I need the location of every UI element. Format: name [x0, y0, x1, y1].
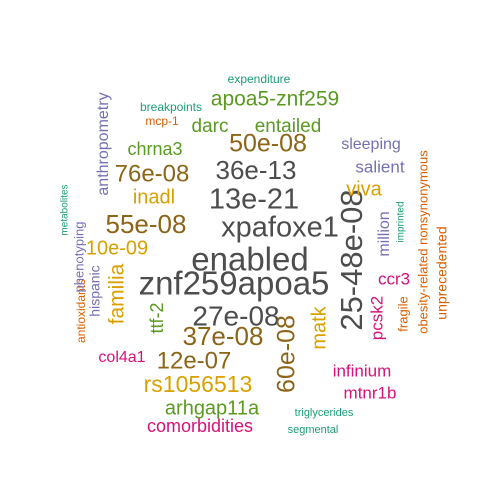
word-sleeping: sleeping — [341, 136, 401, 153]
word-entailed: entailed — [255, 116, 322, 137]
word-36e-13: 36e-13 — [216, 155, 297, 185]
word-anthropometry: anthropometry — [95, 92, 112, 195]
word-ccr3: ccr3 — [378, 269, 410, 288]
word-55e-08: 55e-08 — [106, 209, 187, 239]
word-mcp-1: mcp-1 — [145, 114, 179, 128]
word-breakpoints: breakpoints — [140, 100, 202, 114]
word-13e-21: 13e-21 — [209, 184, 299, 216]
word-metabolites: metabolites — [60, 184, 71, 235]
word-darc: darc — [192, 116, 229, 137]
word-phenotyping: phenotyping — [71, 222, 86, 293]
word-znf259apoa5: znf259apoa5 — [139, 265, 330, 302]
word-27e-08: 27e-08 — [192, 300, 279, 331]
word-76e-08: 76e-08 — [115, 160, 190, 187]
word-ttf-2: ttf-2 — [147, 302, 167, 333]
word-segmental: segmental — [288, 424, 339, 436]
word-arhgap11a: arhgap11a — [165, 397, 260, 419]
word-infinium: infinium — [333, 361, 392, 380]
word-xpafoxe1: xpafoxe1 — [221, 212, 339, 244]
word-37e-08: 37e-08 — [183, 321, 264, 351]
word-apoa5-znf259: apoa5-znf259 — [211, 88, 339, 111]
word-12e-07: 12e-07 — [157, 347, 232, 374]
word-viva: viva — [346, 178, 382, 200]
word-million: million — [376, 211, 393, 256]
word-expenditure: expenditure — [228, 72, 291, 86]
word-enabled: enabled — [191, 241, 308, 278]
word-chrna3: chrna3 — [127, 139, 182, 159]
word-familia: familia — [106, 263, 129, 324]
word-matk: matk — [308, 305, 330, 349]
word-10e-09: 10e-09 — [86, 237, 148, 259]
word-mtnr1b: mtnr1b — [344, 383, 397, 402]
word-rs1056513: rs1056513 — [144, 371, 253, 397]
word-hispanic: hispanic — [87, 265, 103, 316]
word-antioxidants: antioxidants — [74, 279, 88, 343]
word-salient: salient — [355, 157, 404, 176]
word-col4a1: col4a1 — [98, 349, 145, 366]
word-60e-08: 60e-08 — [273, 315, 301, 393]
word-25-48e-08: 25-48e-08 — [334, 189, 369, 330]
word-pcsk2: pcsk2 — [367, 296, 386, 340]
word-50e-08: 50e-08 — [229, 130, 307, 158]
word-unprecedented: unprecedented — [434, 226, 450, 319]
word-triglycerides: triglycerides — [295, 407, 354, 419]
word-obesity-related-nonsynonymous: obesity-related nonsynonymous — [415, 150, 430, 334]
word-imprinted: imprinted — [396, 201, 407, 242]
word-comorbidities: comorbidities — [147, 416, 253, 436]
word-fragile: fragile — [395, 296, 410, 331]
word-inadl: inadl — [133, 186, 175, 208]
